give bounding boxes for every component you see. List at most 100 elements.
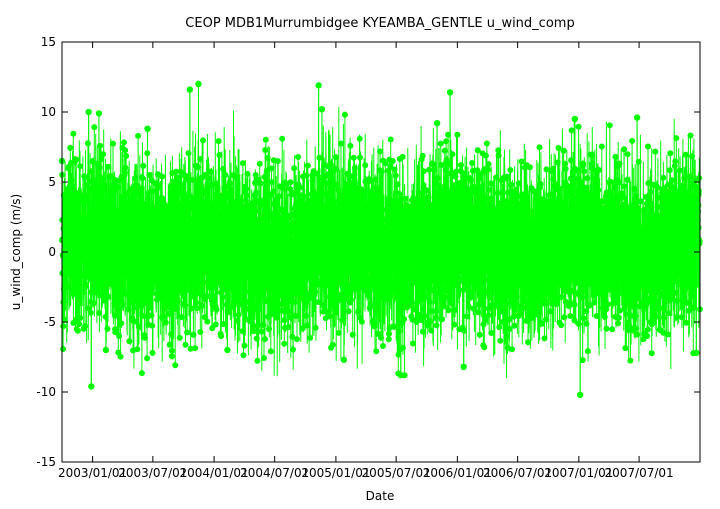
data-point bbox=[197, 329, 204, 335]
data-point bbox=[516, 265, 523, 271]
data-point bbox=[616, 179, 623, 186]
data-point bbox=[254, 357, 261, 364]
data-point bbox=[565, 246, 571, 253]
data-point bbox=[499, 189, 506, 196]
data-point bbox=[649, 282, 656, 289]
data-point bbox=[526, 164, 533, 171]
data-point bbox=[644, 276, 651, 283]
data-point bbox=[118, 320, 125, 327]
data-point bbox=[448, 265, 455, 272]
data-point bbox=[478, 210, 485, 217]
data-point bbox=[121, 211, 128, 218]
data-point bbox=[387, 136, 394, 143]
data-point bbox=[148, 278, 155, 285]
data-point bbox=[407, 294, 414, 301]
data-point bbox=[240, 352, 247, 359]
data-point bbox=[482, 195, 489, 202]
data-point bbox=[652, 148, 659, 155]
data-point bbox=[300, 193, 307, 200]
data-point bbox=[643, 242, 650, 248]
data-point bbox=[155, 275, 162, 282]
data-point bbox=[461, 192, 468, 199]
data-point bbox=[377, 199, 384, 206]
data-point bbox=[260, 322, 267, 329]
data-point bbox=[616, 307, 623, 314]
data-point bbox=[332, 198, 339, 205]
data-point bbox=[294, 201, 301, 208]
data-point bbox=[448, 289, 455, 296]
data-point bbox=[248, 264, 254, 271]
data-point bbox=[657, 232, 664, 239]
data-point bbox=[238, 293, 245, 300]
x-tick-label: 2007/01/01 bbox=[544, 466, 613, 480]
data-point bbox=[453, 245, 460, 251]
data-point bbox=[95, 208, 102, 215]
data-point bbox=[419, 328, 426, 335]
data-point bbox=[150, 245, 157, 252]
data-point bbox=[194, 275, 201, 282]
data-point bbox=[592, 274, 599, 281]
data-point bbox=[335, 329, 342, 336]
data-point bbox=[474, 271, 481, 278]
data-point bbox=[222, 172, 229, 178]
data-point bbox=[302, 312, 309, 319]
data-point bbox=[609, 263, 616, 269]
data-point bbox=[241, 342, 248, 349]
data-point bbox=[633, 293, 640, 300]
data-point bbox=[355, 308, 362, 315]
data-point bbox=[373, 348, 380, 355]
data-point bbox=[284, 275, 291, 282]
data-point bbox=[480, 204, 487, 211]
data-point bbox=[562, 298, 569, 305]
data-point bbox=[503, 333, 510, 339]
data-point bbox=[419, 152, 426, 159]
data-point bbox=[291, 290, 297, 297]
data-point bbox=[492, 259, 499, 266]
data-point bbox=[551, 253, 557, 260]
data-point bbox=[642, 206, 649, 213]
data-point bbox=[366, 176, 372, 183]
data-point bbox=[486, 294, 493, 301]
data-point bbox=[147, 240, 154, 247]
data-point bbox=[458, 218, 465, 225]
data-point bbox=[481, 226, 488, 233]
data-point bbox=[305, 275, 312, 282]
data-point bbox=[138, 208, 145, 215]
data-point bbox=[521, 208, 528, 215]
data-point bbox=[84, 140, 91, 147]
data-point bbox=[469, 160, 476, 166]
data-point bbox=[549, 191, 556, 198]
data-point bbox=[122, 169, 128, 176]
data-point bbox=[194, 305, 201, 312]
data-point bbox=[149, 349, 156, 356]
data-point bbox=[589, 201, 596, 208]
data-point bbox=[673, 314, 680, 321]
data-point bbox=[166, 341, 173, 348]
data-point bbox=[567, 240, 574, 247]
data-point bbox=[166, 310, 173, 317]
data-point bbox=[134, 216, 141, 223]
data-point bbox=[522, 304, 529, 311]
data-point bbox=[393, 206, 400, 213]
data-point bbox=[332, 243, 338, 250]
data-point bbox=[291, 205, 298, 212]
data-point bbox=[655, 299, 661, 306]
data-point bbox=[645, 287, 652, 294]
data-point bbox=[460, 170, 467, 177]
data-point bbox=[431, 199, 438, 205]
data-point bbox=[694, 246, 701, 253]
data-point bbox=[361, 230, 367, 237]
data-point bbox=[122, 147, 129, 154]
x-tick-label: 2006/07/01 bbox=[483, 466, 552, 480]
data-point bbox=[153, 209, 160, 216]
data-point bbox=[438, 256, 445, 263]
data-point bbox=[285, 324, 292, 330]
data-point bbox=[509, 226, 516, 233]
data-point bbox=[459, 230, 466, 237]
extreme-point bbox=[433, 120, 441, 127]
data-point bbox=[553, 301, 560, 308]
data-point bbox=[87, 254, 94, 261]
data-point bbox=[656, 248, 663, 255]
data-point bbox=[534, 216, 541, 223]
data-point bbox=[68, 177, 75, 184]
